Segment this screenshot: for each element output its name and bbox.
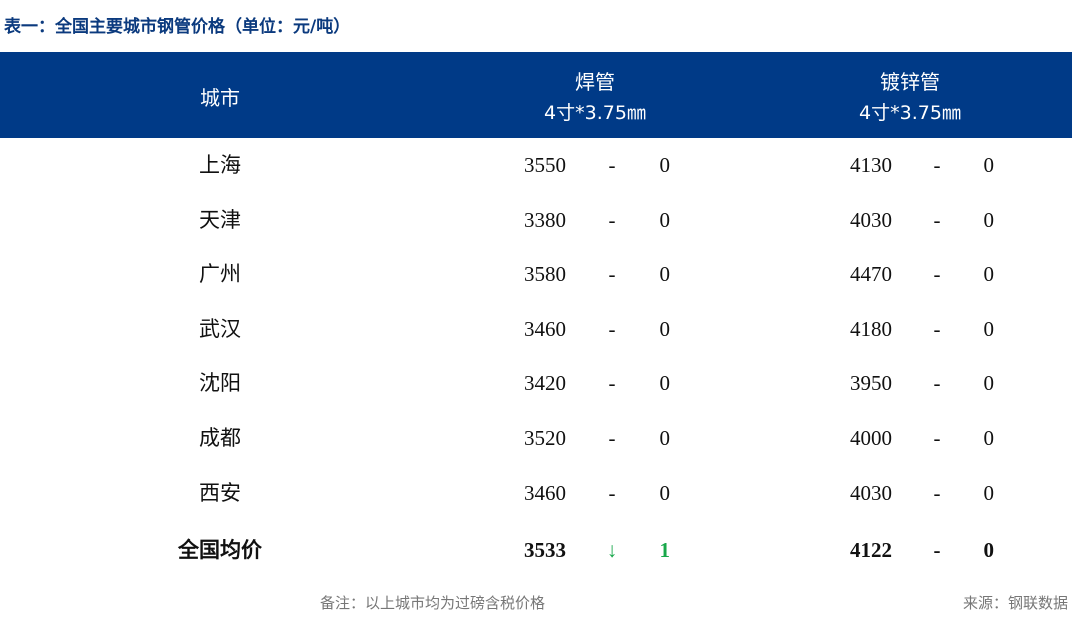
header-city: 城市 xyxy=(200,86,240,110)
cell-weld: 3580 xyxy=(524,262,566,287)
cell-galv-change: 0 xyxy=(983,480,995,505)
cell-weld: 3550 xyxy=(524,153,566,177)
cell-weld-trend: - xyxy=(608,371,616,396)
header-galv: 镀锌管 xyxy=(880,70,940,94)
cell-galv-trend: - xyxy=(933,262,941,287)
cell-weld: 3420 xyxy=(524,371,566,396)
cell-galv: 4122 xyxy=(850,538,892,562)
cell-galv-change: 0 xyxy=(983,538,995,562)
cell-weld: 3460 xyxy=(524,316,566,341)
table-row: 上海 3550 - 0 4130 - 0 xyxy=(0,138,1072,192)
cell-galv-trend: - xyxy=(933,316,941,341)
cell-weld-change: 0 xyxy=(659,207,671,232)
cell-galv-trend: - xyxy=(933,480,941,505)
cell-weld-trend: - xyxy=(608,426,616,450)
cell-galv: 3950 xyxy=(850,371,892,396)
cell-galv-change: 0 xyxy=(983,262,995,287)
cell-galv-change: 0 xyxy=(983,371,995,396)
cell-galv: 4470 xyxy=(850,262,892,287)
cell-city: 天津 xyxy=(199,207,241,232)
cell-galv-trend: - xyxy=(933,371,941,396)
table-row: 广州 3580 - 0 4470 - 0 xyxy=(0,247,1072,301)
table-header: 城市 焊管 4寸*3.75㎜ 镀锌管 4寸*3.75㎜ xyxy=(0,52,1072,138)
cell-galv-change: 0 xyxy=(983,316,995,341)
cell-weld: 3520 xyxy=(524,426,566,450)
cell-weld-trend: - xyxy=(608,207,616,232)
cell-city: 武汉 xyxy=(199,316,241,341)
cell-weld-trend: - xyxy=(608,480,616,505)
cell-city: 全国均价 xyxy=(178,538,262,562)
footer-note: 备注：以上城市均为过磅含税价格 xyxy=(320,594,546,612)
table-row: 沈阳 3420 - 0 3950 - 0 xyxy=(0,356,1072,410)
table-row: 天津 3380 - 0 4030 - 0 xyxy=(0,193,1072,247)
cell-galv-change: 0 xyxy=(983,153,995,177)
header-galv-spec: 4寸*3.75㎜ xyxy=(859,102,961,124)
cell-city: 沈阳 xyxy=(199,371,241,396)
header-weld-spec: 4寸*3.75㎜ xyxy=(544,102,646,124)
cell-galv: 4030 xyxy=(850,207,892,232)
cell-galv-trend: - xyxy=(933,426,941,450)
cell-city: 广州 xyxy=(199,262,241,287)
cell-weld-change: 0 xyxy=(659,262,671,287)
cell-galv-trend: - xyxy=(933,153,941,177)
cell-weld-change: 0 xyxy=(659,153,671,177)
cell-weld-change: 0 xyxy=(659,316,671,341)
cell-weld-change: 0 xyxy=(659,426,671,450)
cell-galv-change: 0 xyxy=(983,207,995,232)
table-row: 成都 3520 - 0 4000 - 0 xyxy=(0,411,1072,465)
cell-weld-change: 1 xyxy=(659,538,671,562)
cell-galv-trend: - xyxy=(933,538,941,562)
cell-galv-trend: - xyxy=(933,207,941,232)
table-row: 西安 3460 - 0 4030 - 0 xyxy=(0,466,1072,520)
table-title: 表一：全国主要城市钢管价格（单位：元/吨） xyxy=(4,17,351,37)
average-row: 全国均价 3533 ↓ 1 4122 - 0 xyxy=(0,523,1072,577)
cell-weld-trend: - xyxy=(608,262,616,287)
cell-city: 上海 xyxy=(199,153,241,177)
cell-weld: 3533 xyxy=(524,538,566,562)
cell-galv: 4030 xyxy=(850,480,892,505)
cell-galv: 4000 xyxy=(850,426,892,450)
cell-weld-change: 0 xyxy=(659,480,671,505)
cell-weld-trend: - xyxy=(608,153,616,177)
cell-weld: 3380 xyxy=(524,207,566,232)
cell-galv: 4180 xyxy=(850,316,892,341)
cell-city: 成都 xyxy=(199,426,241,450)
cell-galv: 4130 xyxy=(850,153,892,177)
footer-source: 来源：钢联数据 xyxy=(962,594,1068,612)
cell-weld-trend: - xyxy=(608,316,616,341)
cell-galv-change: 0 xyxy=(983,426,995,450)
header-weld: 焊管 xyxy=(575,70,615,94)
cell-city: 西安 xyxy=(199,480,241,505)
table-row: 武汉 3460 - 0 4180 - 0 xyxy=(0,302,1072,356)
cell-weld: 3460 xyxy=(524,480,566,505)
cell-weld-change: 0 xyxy=(659,371,671,396)
cell-weld-trend: ↓ xyxy=(606,538,618,562)
